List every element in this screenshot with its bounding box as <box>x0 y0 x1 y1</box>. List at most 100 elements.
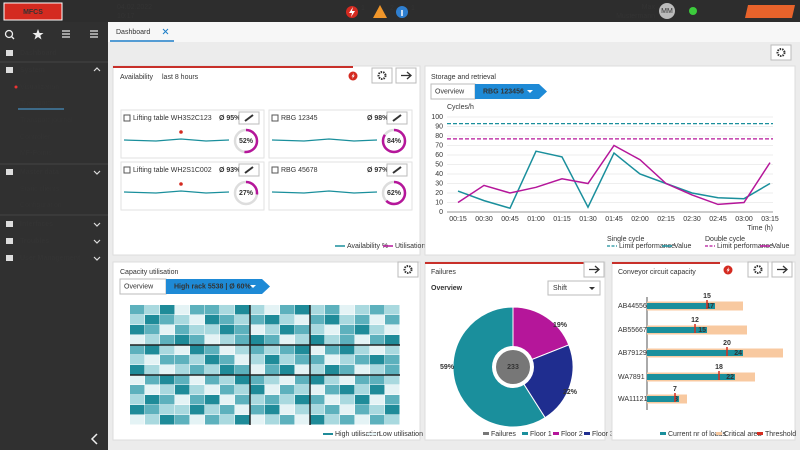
line-series <box>457 150 771 210</box>
menu-item[interactable]: Transport journal <box>20 117 73 124</box>
alert-count[interactable]: 2 <box>390 5 394 12</box>
x-axis-title: Time (h) <box>747 225 773 232</box>
alert-warning-icon <box>373 5 387 18</box>
tab-label[interactable]: Dashboard <box>116 29 150 36</box>
selector-tag[interactable] <box>475 84 547 99</box>
heat-cell <box>175 375 190 385</box>
alert-count[interactable]: 1 <box>411 5 415 12</box>
heat-cell <box>325 405 340 415</box>
heat-cell <box>145 355 160 365</box>
dropdown-caret <box>250 285 256 288</box>
category-label: AB79129 <box>618 350 647 357</box>
heat-cell <box>130 385 145 395</box>
alert-error-glyph <box>349 7 355 17</box>
chevron <box>93 222 101 227</box>
menu-item[interactable]: Visualization <box>20 84 59 91</box>
x-tick-label: 01:15 <box>553 216 571 223</box>
gear-icon <box>753 265 763 274</box>
logo: MFCS <box>23 9 43 16</box>
heat-cell <box>190 335 205 345</box>
load-bar <box>647 327 707 333</box>
heat-cell <box>220 375 235 385</box>
heat-cell <box>265 385 280 395</box>
dropdown[interactable] <box>547 280 601 296</box>
menu-section[interactable]: System <box>20 67 45 74</box>
heat-cell <box>295 335 310 345</box>
heat-cell <box>145 415 160 425</box>
heat-cell <box>160 375 175 385</box>
heat-cell <box>385 415 400 425</box>
tab-close[interactable] <box>162 28 169 35</box>
gear-button[interactable] <box>371 67 393 84</box>
heat-cell <box>385 365 400 375</box>
heat-cell <box>190 345 205 355</box>
threshold-label: 15 <box>703 293 711 300</box>
menu-item[interactable]: Configuration <box>20 202 62 209</box>
heat-cell <box>190 395 205 405</box>
y-tick-label: 10 <box>435 199 443 206</box>
heat-cell <box>130 375 145 385</box>
legend-group: Double cycle <box>705 236 745 243</box>
load-label: 15 <box>698 327 706 334</box>
x-tick-label: 02:00 <box>631 216 649 223</box>
line-series <box>457 144 771 206</box>
heat-cell <box>310 325 325 335</box>
heat-cell <box>250 415 265 425</box>
heat-cell <box>265 305 280 315</box>
menu-item[interactable]: MF-Points <box>20 150 52 157</box>
panel-title: Conveyor circuit capacity <box>618 269 696 276</box>
gear-button[interactable] <box>397 261 419 278</box>
heat-cell <box>205 375 220 385</box>
machine-icon <box>123 114 131 122</box>
heat-cell <box>205 365 220 375</box>
collapse-chevron[interactable] <box>90 433 98 445</box>
heat-cell <box>340 345 355 355</box>
heat-cell <box>280 315 295 325</box>
x-tick-label: 03:15 <box>761 216 779 223</box>
status-dot <box>689 7 697 15</box>
machine-name: RBG 12345 <box>281 115 318 122</box>
heat-cell <box>280 385 295 395</box>
menu-section[interactable]: Dashboard <box>20 50 57 57</box>
machine-average: Ø 95% <box>219 115 241 122</box>
menu-item[interactable]: Static clients <box>20 186 60 193</box>
menu-section[interactable]: Interfaces <box>20 221 53 228</box>
heat-cell <box>355 345 370 355</box>
heat-cell <box>190 305 205 315</box>
menu-section[interactable]: Troubles <box>20 238 49 245</box>
heat-cell <box>355 405 370 415</box>
y-tick-label: 20 <box>435 190 443 197</box>
heat-cell <box>310 335 325 345</box>
menu-item[interactable]: Controller <box>20 134 51 141</box>
alert-count[interactable]: 1 <box>361 5 365 12</box>
selector-tag[interactable] <box>166 279 270 294</box>
heat-cell <box>205 395 220 405</box>
heat-cell <box>280 305 295 315</box>
y-tick-label: 0 <box>439 209 443 216</box>
pie-value-label: 22% <box>563 389 578 396</box>
heat-cell <box>160 385 175 395</box>
gauge-label: 27% <box>239 190 254 197</box>
heat-cell <box>385 305 400 315</box>
heat-cell <box>220 315 235 325</box>
heat-cell <box>370 415 385 425</box>
search-icon[interactable] <box>4 29 14 39</box>
arrow-icon <box>777 265 788 274</box>
availability-sparkline <box>123 138 230 142</box>
heat-cell <box>385 405 400 415</box>
heat-cell <box>145 335 160 345</box>
dropdown-label: Shift <box>553 285 567 292</box>
menu-item-active[interactable]: Transports <box>20 100 54 107</box>
heat-cell <box>280 375 295 385</box>
star-icon[interactable] <box>32 29 44 40</box>
heat-cell <box>370 375 385 385</box>
menu-section[interactable]: User Management <box>20 255 81 262</box>
logo-box <box>3 2 63 21</box>
gear-button[interactable] <box>770 44 792 61</box>
menu-section[interactable]: Master data <box>20 169 59 176</box>
heat-cell <box>265 335 280 345</box>
heat-cell <box>355 315 370 325</box>
heat-cell <box>130 335 145 345</box>
gear-button[interactable] <box>747 261 769 278</box>
heat-cell <box>235 345 250 355</box>
